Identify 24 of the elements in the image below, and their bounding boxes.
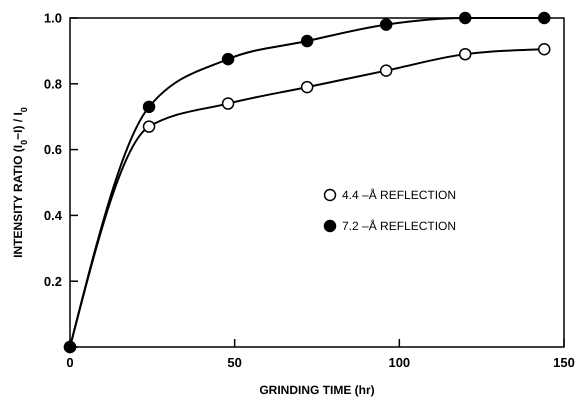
point	[380, 64, 392, 77]
point	[538, 12, 550, 24]
legend-label: 7.2 –Å REFLECTION	[342, 219, 456, 234]
point	[142, 100, 156, 114]
y-tick-label: 0.8	[44, 76, 62, 92]
x-tick-label: 100	[388, 355, 410, 370]
x-tick-label: 150	[553, 355, 575, 370]
point	[458, 48, 472, 60]
x-axis-title: GRINDING TIME (hr)	[259, 383, 375, 397]
point	[538, 43, 550, 56]
x-tick-label: 50	[227, 355, 242, 370]
y-tick-label: 0.4	[44, 208, 63, 223]
legend-label: 4.4 –Å REFLECTION	[342, 188, 456, 202]
y-tick-label: 1.0	[44, 10, 62, 26]
point	[222, 52, 234, 66]
x-tick-label: 0	[66, 355, 74, 370]
y-tick-label: 0.2	[44, 274, 62, 289]
y-tick-label: 0.6	[44, 142, 62, 158]
point	[458, 12, 472, 24]
point	[142, 120, 156, 133]
point	[380, 18, 392, 31]
point	[300, 80, 314, 94]
point	[300, 34, 314, 48]
point	[222, 97, 234, 110]
